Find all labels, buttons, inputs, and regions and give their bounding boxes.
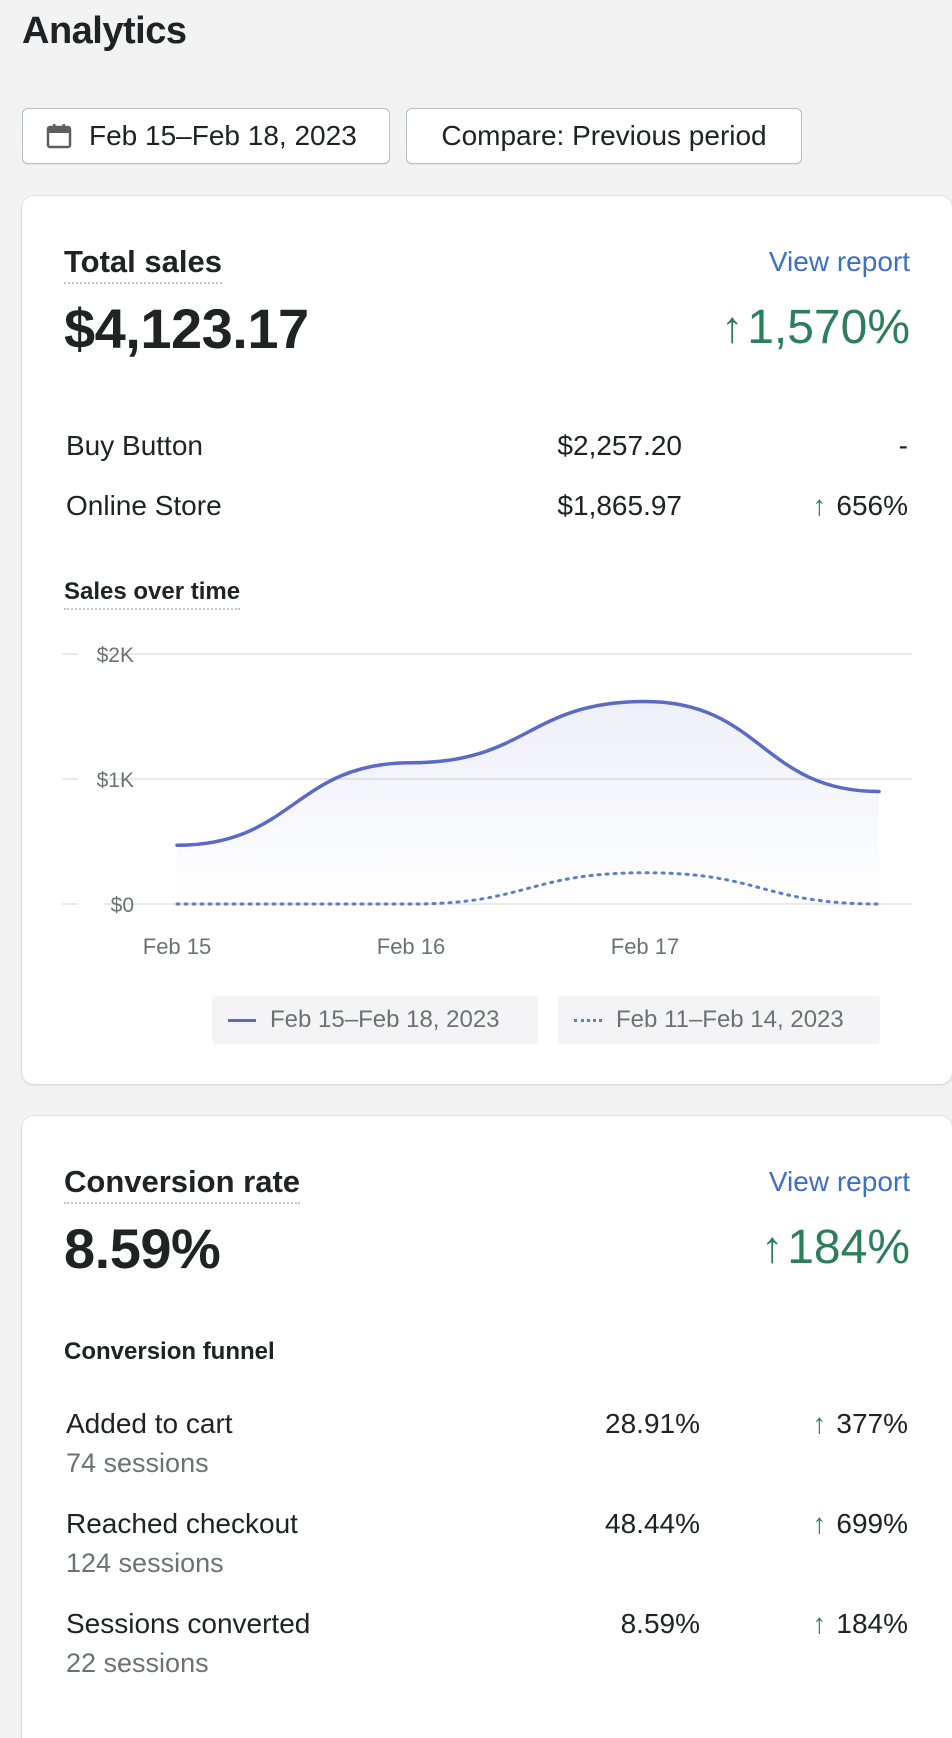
total-sales-card: Total sales View report $4,123.17 ↑ 1,57… [22,196,952,1084]
funnel-change-value: 699% [836,1508,908,1539]
conversion-view-report-link[interactable]: View report [768,1166,910,1197]
page-title: Analytics [22,10,187,52]
solid-line-icon [228,1018,256,1022]
x-tick-label: Feb 15 [143,934,212,959]
conversion-rate-title[interactable]: Conversion rate [64,1164,301,1204]
legend-item-previous[interactable]: Feb 11–Feb 14, 2023 [558,996,880,1044]
compare-label: Compare: Previous period [441,120,767,151]
funnel-value: 28.91% [605,1408,700,1439]
funnel-row: Added to cart 74 sessions 28.91% ↑ 377% [66,1408,908,1488]
date-range-button[interactable]: Feb 15–Feb 18, 2023 [22,108,390,164]
breakdown-row: Buy Button $2,257.20 - [66,430,908,466]
funnel-sessions: 124 sessions [66,1548,224,1578]
funnel-row: Sessions converted 22 sessions 8.59% ↑ 18… [66,1608,908,1688]
arrow-up-icon: ↑ [812,1608,827,1639]
arrow-up-icon: ↑ [812,1408,827,1439]
breakdown-value: $1,865.97 [557,490,682,521]
funnel-change: ↑ 377% [812,1408,908,1440]
y-tick-label: $1K [97,769,134,792]
conversion-funnel-title: Conversion funnel [64,1338,275,1365]
conversion-rate-card: Conversion rate View report 8.59% ↑ 184%… [22,1116,952,1738]
conversion-rate-change: ↑ 184% [761,1220,910,1275]
arrow-up-icon: ↑ [721,302,744,352]
sales-over-time-chart: $2K $1K $0 Feb 15 Feb 16 Feb 17 [62,644,912,959]
total-sales-change-value: 1,570% [747,301,910,354]
y-tick-label: $2K [97,644,134,667]
total-sales-change: ↑ 1,570% [721,300,910,355]
arrow-up-icon: ↑ [812,490,827,521]
funnel-value: 8.59% [620,1608,700,1639]
date-range-label: Feb 15–Feb 18, 2023 [89,120,357,151]
funnel-change-value: 377% [836,1408,908,1439]
x-tick-label: Feb 16 [377,934,446,959]
legend-label: Feb 11–Feb 14, 2023 [616,1006,844,1033]
sales-view-report-link[interactable]: View report [768,246,910,277]
arrow-up-icon: ↑ [761,1222,784,1272]
series-line-current [175,699,881,847]
funnel-value: 48.44% [605,1508,700,1539]
total-sales-value: $4,123.17 [64,297,309,360]
sales-over-time-title[interactable]: Sales over time [64,578,241,610]
funnel-sessions: 22 sessions [66,1648,209,1678]
breakdown-row: Online Store $1,865.97 ↑ 656% [66,490,908,526]
breakdown-value: $2,257.20 [557,430,682,461]
funnel-label: Added to cart [66,1408,233,1439]
arrow-up-icon: ↑ [812,1508,827,1539]
breakdown-change: - [898,430,908,461]
dotted-line-icon [574,1018,602,1022]
funnel-sessions: 74 sessions [66,1448,209,1478]
funnel-label: Reached checkout [66,1508,298,1539]
compare-button[interactable]: Compare: Previous period [406,108,802,164]
conversion-rate-value: 8.59% [64,1217,221,1280]
funnel-change-value: 184% [836,1608,908,1639]
funnel-label: Sessions converted [66,1608,311,1639]
funnel-change: ↑ 184% [812,1608,908,1640]
x-tick-label: Feb 17 [611,934,680,959]
y-tick-label: $0 [111,894,134,917]
legend-label: Feb 15–Feb 18, 2023 [270,1006,500,1033]
funnel-row: Reached checkout 124 sessions 48.44% ↑ 69… [66,1508,908,1588]
breakdown-label: Buy Button [66,430,203,461]
conversion-rate-change-value: 184% [787,1221,910,1274]
total-sales-title[interactable]: Total sales [64,244,222,284]
series-line-previous [175,871,881,906]
breakdown-label: Online Store [66,490,222,521]
breakdown-change: ↑ 656% [812,490,908,522]
calendar-icon [45,122,73,150]
legend-item-current[interactable]: Feb 15–Feb 18, 2023 [212,996,538,1044]
series-area-current [177,701,879,904]
breakdown-change-value: 656% [836,490,908,521]
funnel-change: ↑ 699% [812,1508,908,1540]
